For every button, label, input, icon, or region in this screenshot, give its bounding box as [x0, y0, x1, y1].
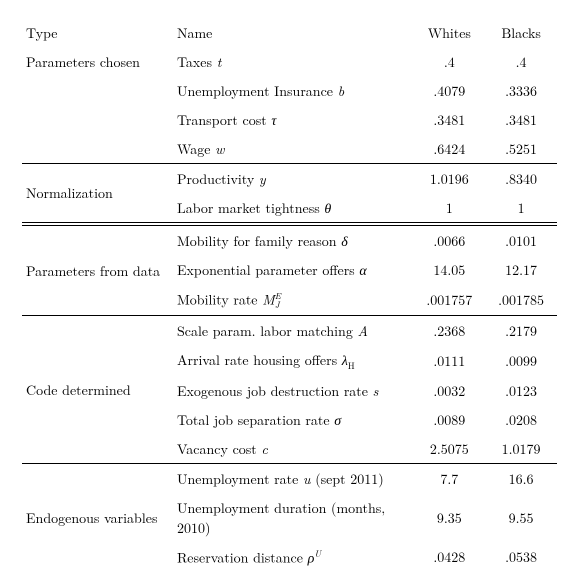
param-name: Unemployment rate u (sept 2011)	[173, 464, 413, 493]
value-blacks: .3336	[485, 76, 557, 105]
table-header-row: Type Name Whites Blacks	[22, 18, 557, 47]
value-whites: .0032	[413, 376, 485, 405]
header-name: Name	[173, 18, 413, 47]
param-name: Productivity y	[173, 164, 413, 193]
value-whites: .0428	[413, 542, 485, 572]
param-name: Reservation distance ρU	[173, 542, 413, 572]
header-blacks: Blacks	[485, 18, 557, 47]
value-whites: .4	[413, 47, 485, 76]
section-label: Normalization	[22, 164, 173, 222]
param-name: Arrival rate housing offers λH	[173, 345, 413, 376]
value-blacks: .0208	[485, 405, 557, 434]
table-row: Endogenous variables Unemployment rate u…	[22, 464, 557, 493]
section-label: Code determined	[22, 316, 173, 463]
value-blacks: 9.55	[485, 493, 557, 542]
param-name: Taxes t	[173, 47, 413, 76]
value-whites: .3481	[413, 105, 485, 134]
header-whites: Whites	[413, 18, 485, 47]
param-name: Transport cost τ	[173, 105, 413, 134]
value-blacks: .0101	[485, 226, 557, 255]
value-blacks: .8340	[485, 164, 557, 193]
value-blacks: 1	[485, 193, 557, 222]
section-label: Parameters from data	[22, 226, 173, 315]
value-whites: 1	[413, 193, 485, 222]
value-whites: 2.5075	[413, 434, 485, 463]
header-type: Type	[22, 18, 173, 47]
value-blacks: .4	[485, 47, 557, 76]
value-blacks: 12.17	[485, 255, 557, 284]
param-name: Labor market tightness θ	[173, 193, 413, 222]
value-whites: .2368	[413, 316, 485, 345]
value-blacks: .0099	[485, 345, 557, 376]
table-row: Code determined Scale param. labor match…	[22, 316, 557, 345]
param-name: Mobility rate MEJ	[173, 284, 413, 315]
value-whites: 1.0196	[413, 164, 485, 193]
value-whites: 9.35	[413, 493, 485, 542]
value-whites: .6424	[413, 134, 485, 163]
param-name: Mobility for family reason δ	[173, 226, 413, 255]
value-whites: .4079	[413, 76, 485, 105]
value-whites: 7.7	[413, 464, 485, 493]
parameters-table: Type Name Whites Blacks Parameters chose…	[0, 0, 579, 586]
table-row: Normalization Productivity y 1.0196 .834…	[22, 164, 557, 193]
section-label: Endogenous variables	[22, 464, 173, 572]
value-whites: .0089	[413, 405, 485, 434]
value-whites: .001757	[413, 284, 485, 315]
param-name: Wage w	[173, 134, 413, 163]
param-name: Exogenous job destruction rate s	[173, 376, 413, 405]
table-row: Parameters from data Mobility for family…	[22, 226, 557, 255]
param-name: Unemployment Insurance b	[173, 76, 413, 105]
param-name: Scale param. labor matching A	[173, 316, 413, 345]
section-label: Parameters chosen	[22, 47, 173, 163]
value-whites: .0111	[413, 345, 485, 376]
param-name: Exponential parameter offers α	[173, 255, 413, 284]
value-blacks: .2179	[485, 316, 557, 345]
param-name: Vacancy cost c	[173, 434, 413, 463]
value-blacks: 1.0179	[485, 434, 557, 463]
value-blacks: .001785	[485, 284, 557, 315]
value-blacks: .0123	[485, 376, 557, 405]
value-blacks: .3481	[485, 105, 557, 134]
param-name: Total job separation rate σ	[173, 405, 413, 434]
table: Type Name Whites Blacks Parameters chose…	[22, 18, 557, 572]
table-row: Parameters chosen Taxes t .4 .4	[22, 47, 557, 76]
value-blacks: 16.6	[485, 464, 557, 493]
value-whites: 14.05	[413, 255, 485, 284]
value-blacks: .5251	[485, 134, 557, 163]
value-whites: .0066	[413, 226, 485, 255]
value-blacks: .0538	[485, 542, 557, 572]
param-name: Unemployment duration (months, 2010)	[173, 493, 413, 542]
